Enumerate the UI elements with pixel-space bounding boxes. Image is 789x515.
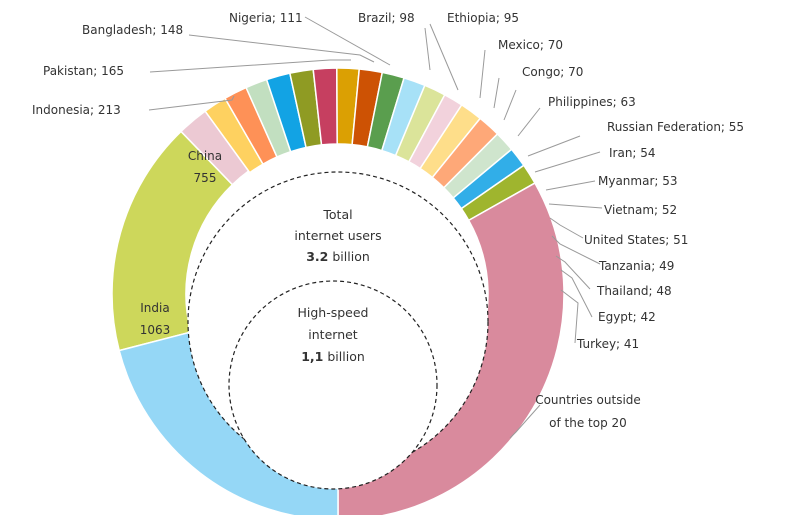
label-united-states-51: United States; 51 [584,233,688,247]
label-nigeria-111: Nigeria; 111 [229,11,303,25]
high-speed-circle [228,280,438,490]
leader-line [429,23,459,91]
label-india: India [140,301,169,315]
leader-line [149,59,351,73]
leader-line [304,16,391,66]
leader-line [509,404,541,439]
leader-line [560,269,593,318]
leader-line [545,180,596,191]
leader-lines [148,16,603,439]
label-vietnam-52: Vietnam; 52 [604,203,677,217]
label-ethiopia-95: Ethiopia; 95 [447,11,519,25]
leader-line [549,217,584,239]
label-countries-outside: Countries outside [535,393,641,407]
label-mexico-70: Mexico; 70 [498,38,563,52]
label-bangladesh-148: Bangladesh; 148 [82,23,183,37]
leader-line [479,49,486,99]
label-turkey-41: Turkey; 41 [576,337,639,351]
label-philippines-63: Philippines; 63 [548,95,636,109]
label-indonesia-213: Indonesia; 213 [32,103,121,117]
label-thailand-48: Thailand; 48 [596,284,672,298]
label-countries-outside-line2: of the top 20 [549,416,627,430]
label-india-line2: 1063 [140,323,171,337]
leader-line [424,27,431,71]
label-russian-federation-55: Russian Federation; 55 [607,120,744,134]
total-line2: internet users [294,228,381,243]
leader-line [527,135,581,157]
label-tanzania-49: Tanzania; 49 [598,259,674,273]
total-value: 3.2 billion [306,249,370,264]
leader-line [534,151,601,173]
leader-line [503,89,517,121]
label-iran-54: Iran; 54 [609,146,656,160]
label-brazil-98: Brazil; 98 [358,11,415,25]
inner-line2: internet [308,327,358,342]
leader-line [493,77,500,109]
slice-labels: China 755 India 1063 Indonesia; 213 Pakistan;… [32,11,744,430]
label-egypt-42: Egypt; 42 [598,310,656,324]
leader-line [555,255,591,290]
total-line1: Total [322,207,352,222]
label-pakistan-165: Pakistan; 165 [43,64,124,78]
leader-line [551,235,601,265]
inner-line1: High-speed [297,305,368,320]
leader-line [148,95,235,111]
leader-line [517,107,541,137]
label-china: China [188,149,222,163]
label-congo-70: Congo; 70 [522,65,583,79]
inner-value: 1,1 billion [301,349,365,364]
label-china-line2: 755 [194,171,217,185]
leader-line [560,289,579,344]
leader-line [548,203,603,209]
leader-line [188,34,375,63]
label-myanmar-53: Myanmar; 53 [598,174,678,188]
donut-slices [111,67,565,515]
